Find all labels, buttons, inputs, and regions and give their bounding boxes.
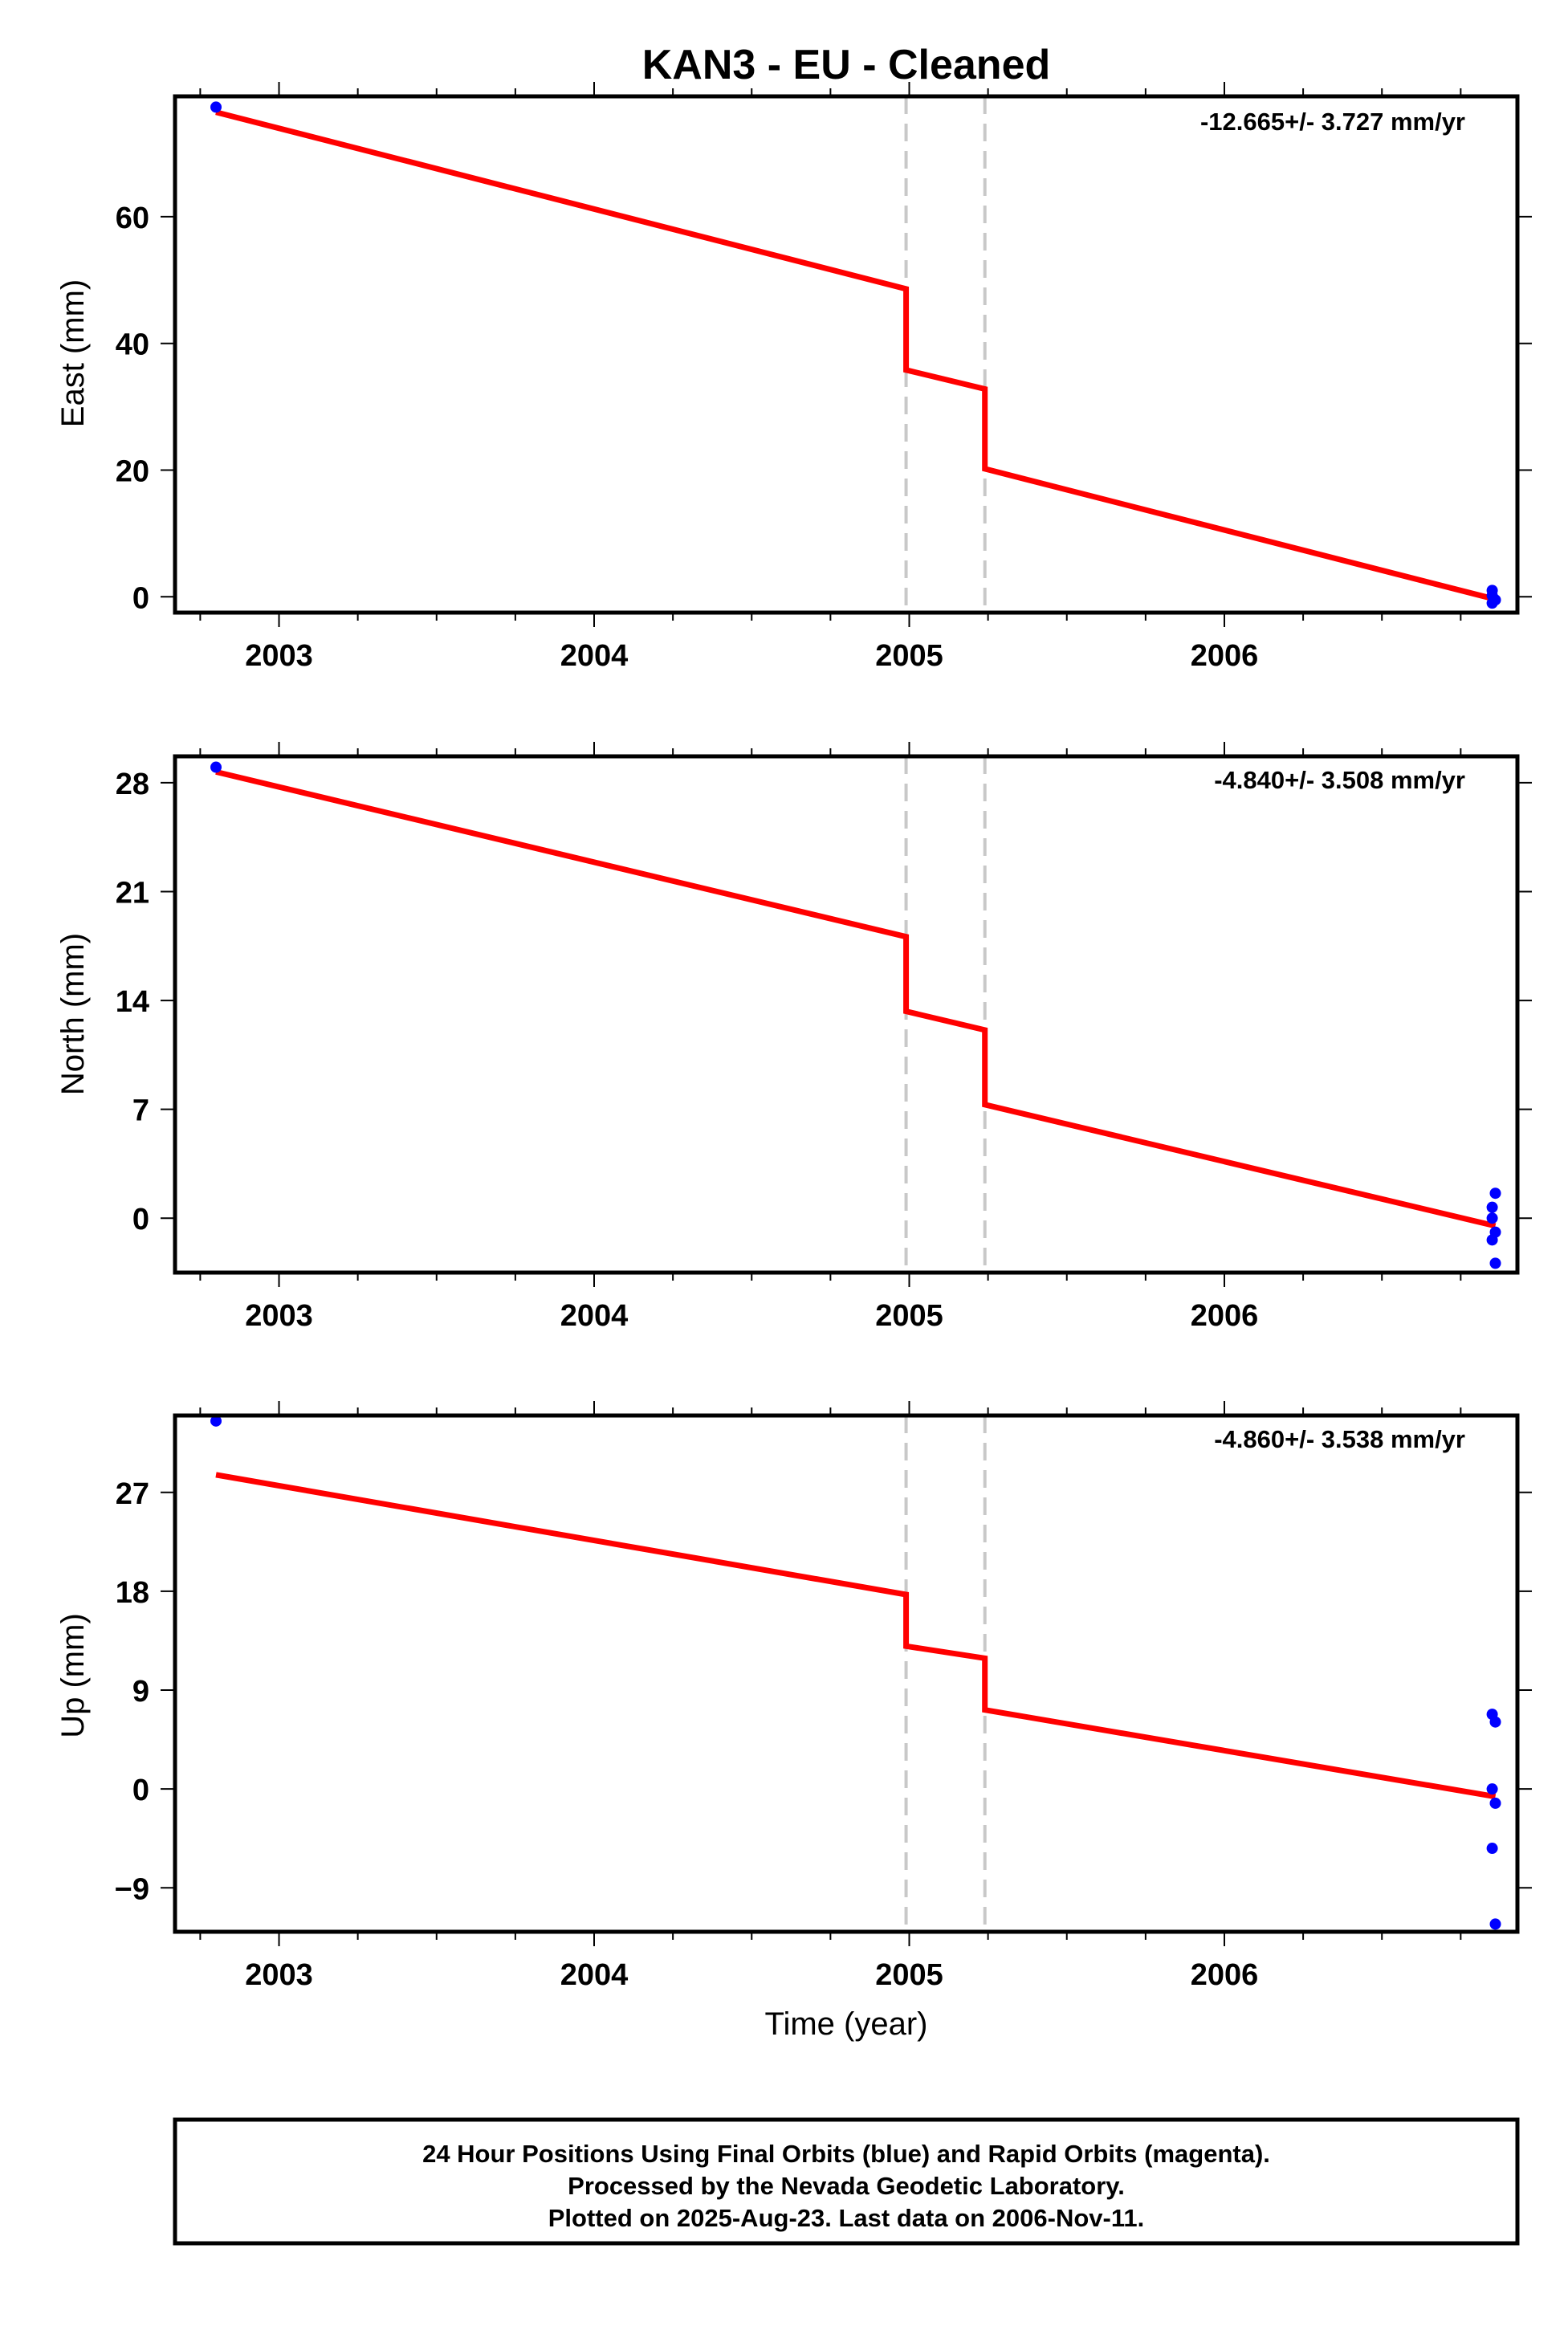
north-y-tick-label: 21 bbox=[116, 876, 149, 910]
east-x-tick-label: 2003 bbox=[245, 639, 313, 673]
up-y-tick-label: −9 bbox=[115, 1872, 149, 1906]
x-axis-label: Time (year) bbox=[765, 2006, 928, 2042]
north-y-tick-label: 0 bbox=[132, 1203, 149, 1236]
north-plot-frame bbox=[173, 754, 1520, 1275]
east-y-tick-label: 20 bbox=[116, 454, 149, 488]
east-y-tick-label: 40 bbox=[116, 328, 149, 362]
north-x-tick-label: 2004 bbox=[560, 1299, 629, 1333]
footer-box: 24 Hour Positions Using Final Orbits (bl… bbox=[173, 2117, 1520, 2246]
north-y-tick-label: 28 bbox=[116, 768, 149, 801]
up-x-tick-label: 2004 bbox=[560, 1958, 629, 1992]
north-data-point bbox=[1489, 1187, 1501, 1200]
north-y-tick-label: 7 bbox=[132, 1094, 149, 1128]
east-data-point bbox=[210, 101, 222, 113]
up-panel: -4.860+/- 3.538 mm/yr Up (mm) Time (year… bbox=[55, 1401, 1532, 2042]
north-data-point bbox=[1486, 1201, 1498, 1213]
up-plot-frame bbox=[173, 1413, 1520, 1934]
up-model-line bbox=[215, 1472, 1497, 1800]
up-y-tick-label: 27 bbox=[116, 1477, 149, 1511]
north-panel: -4.840+/- 3.508 mm/yr North (mm) 2003 200… bbox=[55, 742, 1532, 1333]
up-data-point bbox=[1489, 1918, 1501, 1930]
east-y-tick-label: 0 bbox=[132, 581, 149, 615]
up-data-point bbox=[1489, 1716, 1501, 1728]
east-x-tick-label: 2004 bbox=[560, 639, 629, 673]
north-data-point bbox=[1486, 1212, 1498, 1224]
east-y-axis-label: East (mm) bbox=[55, 279, 91, 427]
east-y-tick-label: 60 bbox=[116, 202, 149, 235]
up-x-tick-label: 2003 bbox=[245, 1958, 313, 1992]
footer-line-2: Processed by the Nevada Geodetic Laborat… bbox=[568, 2172, 1125, 2200]
chart-title: KAN3 - EU - Cleaned bbox=[642, 42, 1051, 88]
north-data-point bbox=[1489, 1257, 1501, 1269]
east-panel: -12.665+/- 3.727 mm/yr East (mm) 2003 200… bbox=[55, 82, 1532, 673]
north-x-tick-label: 2003 bbox=[245, 1299, 313, 1333]
up-x-tick-label: 2005 bbox=[875, 1958, 943, 1992]
up-y-axis-label: Up (mm) bbox=[55, 1613, 91, 1738]
east-plot-frame bbox=[173, 94, 1520, 615]
east-data-point bbox=[1486, 597, 1498, 609]
up-data-point bbox=[1486, 1843, 1498, 1855]
north-model-line bbox=[215, 768, 1497, 1229]
north-y-tick-label: 14 bbox=[116, 985, 149, 1019]
footer-line-1: 24 Hour Positions Using Final Orbits (bl… bbox=[422, 2140, 1270, 2168]
footer-line-3: Plotted on 2025-Aug-23. Last data on 200… bbox=[548, 2204, 1144, 2232]
north-y-axis-label: North (mm) bbox=[55, 933, 91, 1095]
up-data-point bbox=[1489, 1797, 1501, 1809]
up-y-tick-label: 9 bbox=[132, 1675, 149, 1709]
east-x-tick-label: 2006 bbox=[1191, 639, 1259, 673]
north-x-tick-label: 2005 bbox=[875, 1299, 943, 1333]
footer-frame bbox=[173, 2117, 1520, 2246]
up-data-point bbox=[210, 1415, 222, 1427]
east-model-line bbox=[215, 109, 1497, 602]
north-x-tick-label: 2006 bbox=[1191, 1299, 1259, 1333]
north-data-point bbox=[210, 761, 222, 773]
east-rate-label: -12.665+/- 3.727 mm/yr bbox=[1200, 108, 1465, 136]
up-data-point bbox=[1486, 1783, 1498, 1795]
up-rate-label: -4.860+/- 3.538 mm/yr bbox=[1214, 1425, 1465, 1453]
north-data-point bbox=[1486, 1234, 1498, 1246]
east-x-tick-label: 2005 bbox=[875, 639, 943, 673]
up-x-tick-label: 2006 bbox=[1191, 1958, 1259, 1992]
up-y-tick-label: 0 bbox=[132, 1774, 149, 1807]
north-rate-label: -4.840+/- 3.508 mm/yr bbox=[1214, 766, 1465, 794]
up-y-tick-label: 18 bbox=[116, 1576, 149, 1610]
